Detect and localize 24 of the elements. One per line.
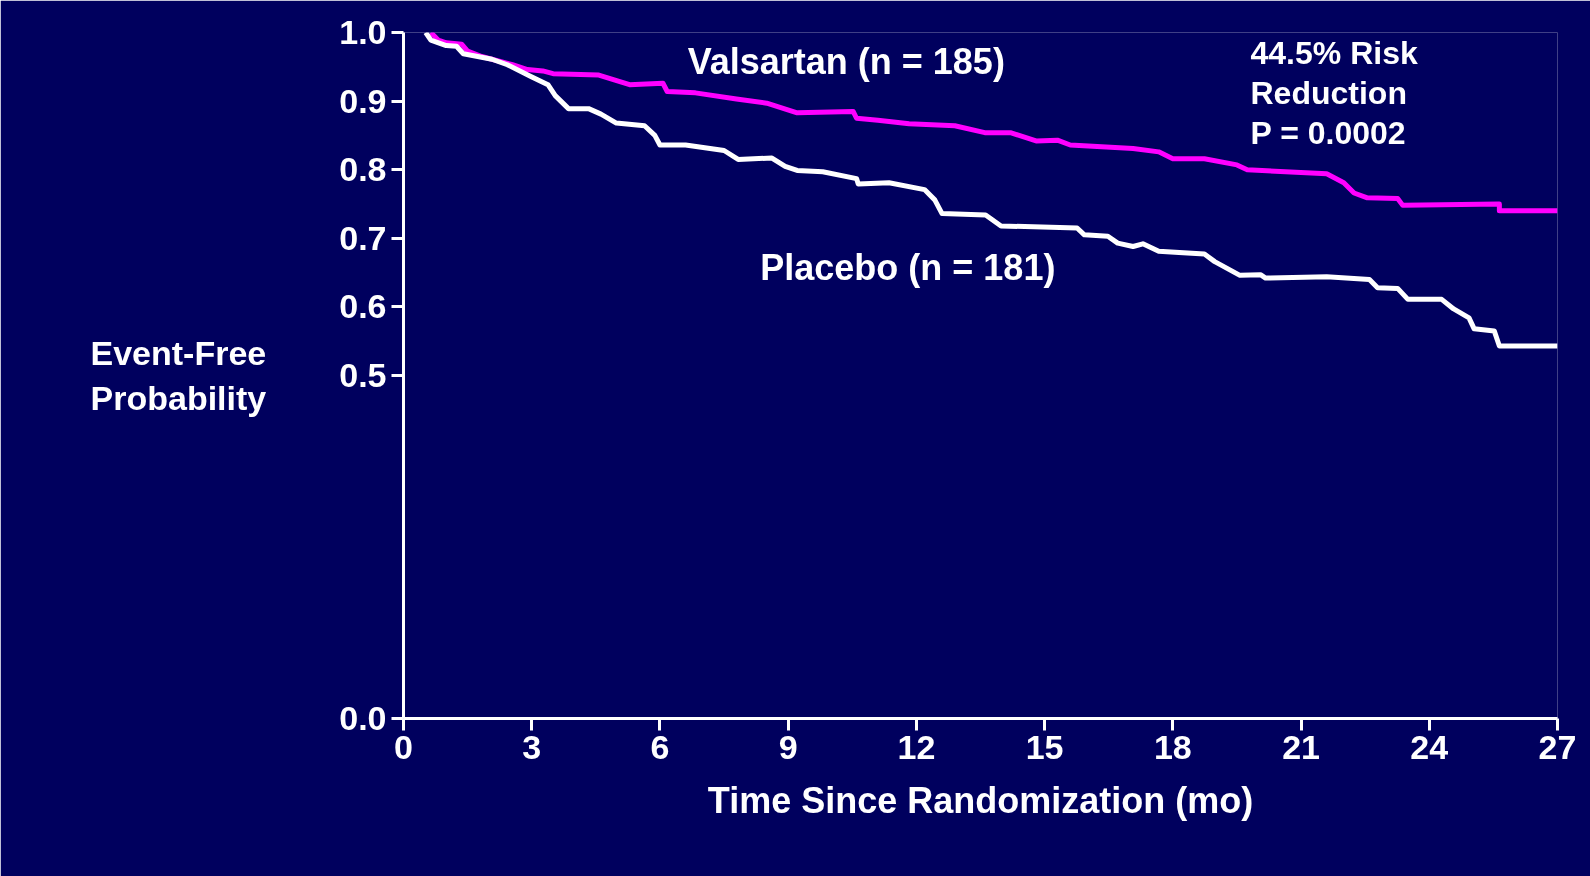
annotation: P = 0.0002 xyxy=(1250,114,1406,151)
y-tick-label: 1.0 xyxy=(339,13,387,51)
series-label: Valsartan (n = 185) xyxy=(687,41,1005,83)
x-tick-label: 27 xyxy=(1538,727,1577,766)
series-label: Placebo (n = 181) xyxy=(760,246,1056,288)
x-tick-label: 21 xyxy=(1282,727,1320,766)
y-tick-label: 0.9 xyxy=(339,81,387,120)
y-tick-label: 0.8 xyxy=(339,150,387,189)
x-tick-label: 9 xyxy=(778,727,798,766)
y-tick-label: 0.6 xyxy=(339,287,387,326)
x-tick-label: 15 xyxy=(1025,727,1064,766)
y-tick-label: 0.7 xyxy=(339,218,387,257)
x-axis-title: Time Since Randomization (mo) xyxy=(707,779,1254,821)
annotation: Reduction xyxy=(1250,74,1407,111)
x-tick-label: 12 xyxy=(897,727,936,766)
x-tick-label: 0 xyxy=(394,727,413,766)
x-tick-label: 3 xyxy=(522,727,542,766)
y-tick-label: 0.0 xyxy=(339,699,387,737)
x-tick-label: 6 xyxy=(650,727,670,766)
x-tick-label: 24 xyxy=(1410,727,1449,766)
y-tick-label: 0.5 xyxy=(339,356,387,394)
y-axis-title: Event-Free Probability xyxy=(90,333,267,418)
x-tick-label: 18 xyxy=(1153,727,1192,766)
annotation: 44.5% Risk xyxy=(1250,34,1418,71)
